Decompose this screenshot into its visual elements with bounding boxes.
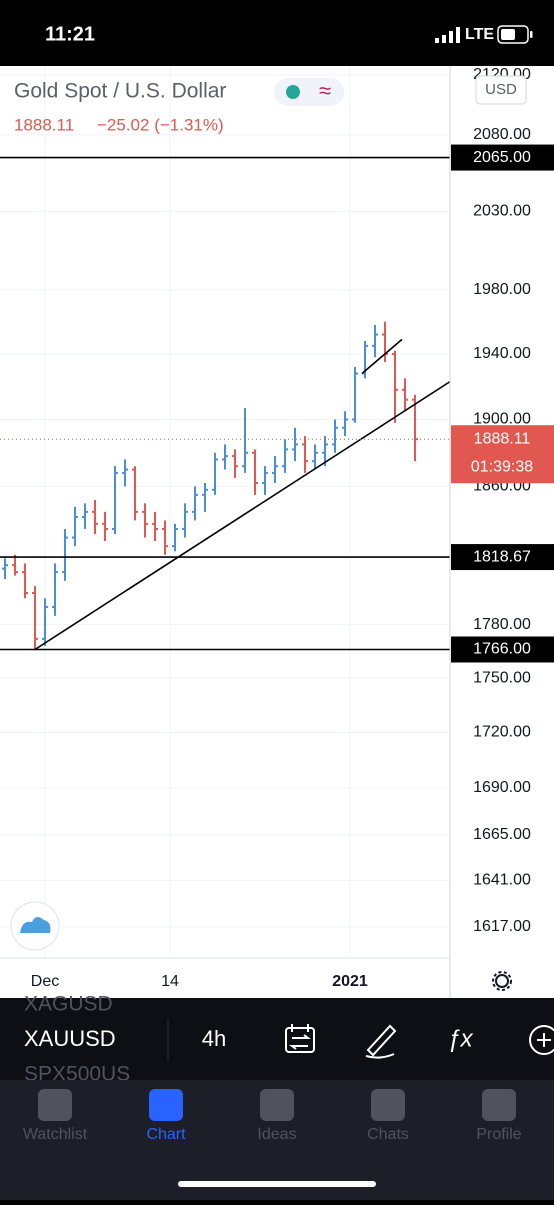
- tab-icon: [371, 1089, 405, 1121]
- y-tick-label: 1690.00: [473, 779, 531, 796]
- tab-label: Chats: [367, 1126, 409, 1143]
- y-tick-label: 2030.00: [473, 203, 531, 220]
- logo-icon: [20, 916, 51, 933]
- tabs: Watchlist Chart Ideas Chats Profile: [23, 1089, 522, 1143]
- tab[interactable]: Watchlist: [23, 1089, 88, 1143]
- signal-icon: [435, 27, 460, 43]
- symbol-prev: XAGUSD: [24, 993, 113, 1016]
- tab[interactable]: Profile: [476, 1089, 522, 1143]
- settings-button[interactable]: [492, 971, 512, 991]
- y-tick-label: 1617.00: [473, 918, 531, 935]
- x-tick-label: Dec: [31, 973, 59, 990]
- last-price-box: [451, 425, 554, 484]
- status-dot: [286, 85, 300, 99]
- level-label-box: [451, 544, 554, 571]
- level-label: 2065.00: [473, 149, 531, 166]
- home-indicator: [178, 1181, 376, 1187]
- y-tick-label: 1720.00: [473, 724, 531, 741]
- tab-icon: [38, 1089, 72, 1121]
- y-tick-label: 1940.00: [473, 345, 531, 362]
- currency-button[interactable]: [475, 75, 527, 105]
- x-tick-label: 14: [161, 973, 179, 990]
- indicator-toggle[interactable]: [274, 78, 344, 106]
- price-change: −25.02 (−1.31%): [97, 115, 224, 134]
- symbol-next: SPX500US: [24, 1063, 130, 1086]
- y-tick-label: 1780.00: [473, 616, 531, 633]
- tab-icon: [260, 1089, 294, 1121]
- status-time: 11:21: [45, 23, 95, 45]
- tab[interactable]: Ideas: [257, 1089, 297, 1143]
- indicators-button[interactable]: ƒx: [447, 1025, 473, 1052]
- y-tick-label: 1980.00: [473, 281, 531, 298]
- x-tick-label: 2021: [332, 973, 368, 990]
- status-bar: [0, 0, 554, 66]
- level-label-box: [451, 144, 554, 171]
- tab-label: Watchlist: [23, 1126, 88, 1143]
- level-label-box: [451, 636, 554, 663]
- level-label: 1818.67: [473, 548, 531, 565]
- compare-dates-button[interactable]: [285, 1024, 315, 1053]
- chart-background: [0, 66, 554, 998]
- tab-icon: [149, 1089, 183, 1121]
- y-tick-label: 1641.00: [473, 872, 531, 889]
- currency-label: USD: [485, 81, 517, 98]
- tab[interactable]: Chart: [146, 1089, 186, 1143]
- trend-line: [361, 338, 403, 375]
- level-label: 1766.00: [473, 641, 531, 658]
- network-label: LTE: [465, 26, 494, 43]
- toolbar: [0, 998, 554, 1080]
- tab-label: Chart: [146, 1126, 186, 1143]
- tab[interactable]: Chats: [367, 1089, 409, 1143]
- tab-label: Profile: [476, 1126, 521, 1143]
- tab-icon: [482, 1089, 516, 1121]
- add-button[interactable]: [529, 1025, 554, 1055]
- y-tick-label: 1750.00: [473, 669, 531, 686]
- drawing-button[interactable]: [365, 1024, 397, 1059]
- last-price: 1888.11: [14, 115, 74, 134]
- tab-label: Ideas: [257, 1126, 296, 1143]
- y-tick-label: 1665.00: [473, 826, 531, 843]
- y-tick-label: 1900.00: [473, 411, 531, 428]
- symbol-title: Gold Spot / U.S. Dollar: [14, 80, 226, 103]
- bar-countdown: 01:39:38: [471, 458, 533, 475]
- last-price-label: 1888.11: [474, 430, 531, 447]
- battery-icon: [497, 25, 533, 44]
- compare-icon: ≈: [319, 78, 331, 103]
- y-tick-label: 2080.00: [473, 126, 531, 143]
- trend-line: [34, 380, 451, 651]
- symbol-current[interactable]: XAUUSD: [24, 1026, 116, 1051]
- interval-button[interactable]: 4h: [202, 1026, 226, 1051]
